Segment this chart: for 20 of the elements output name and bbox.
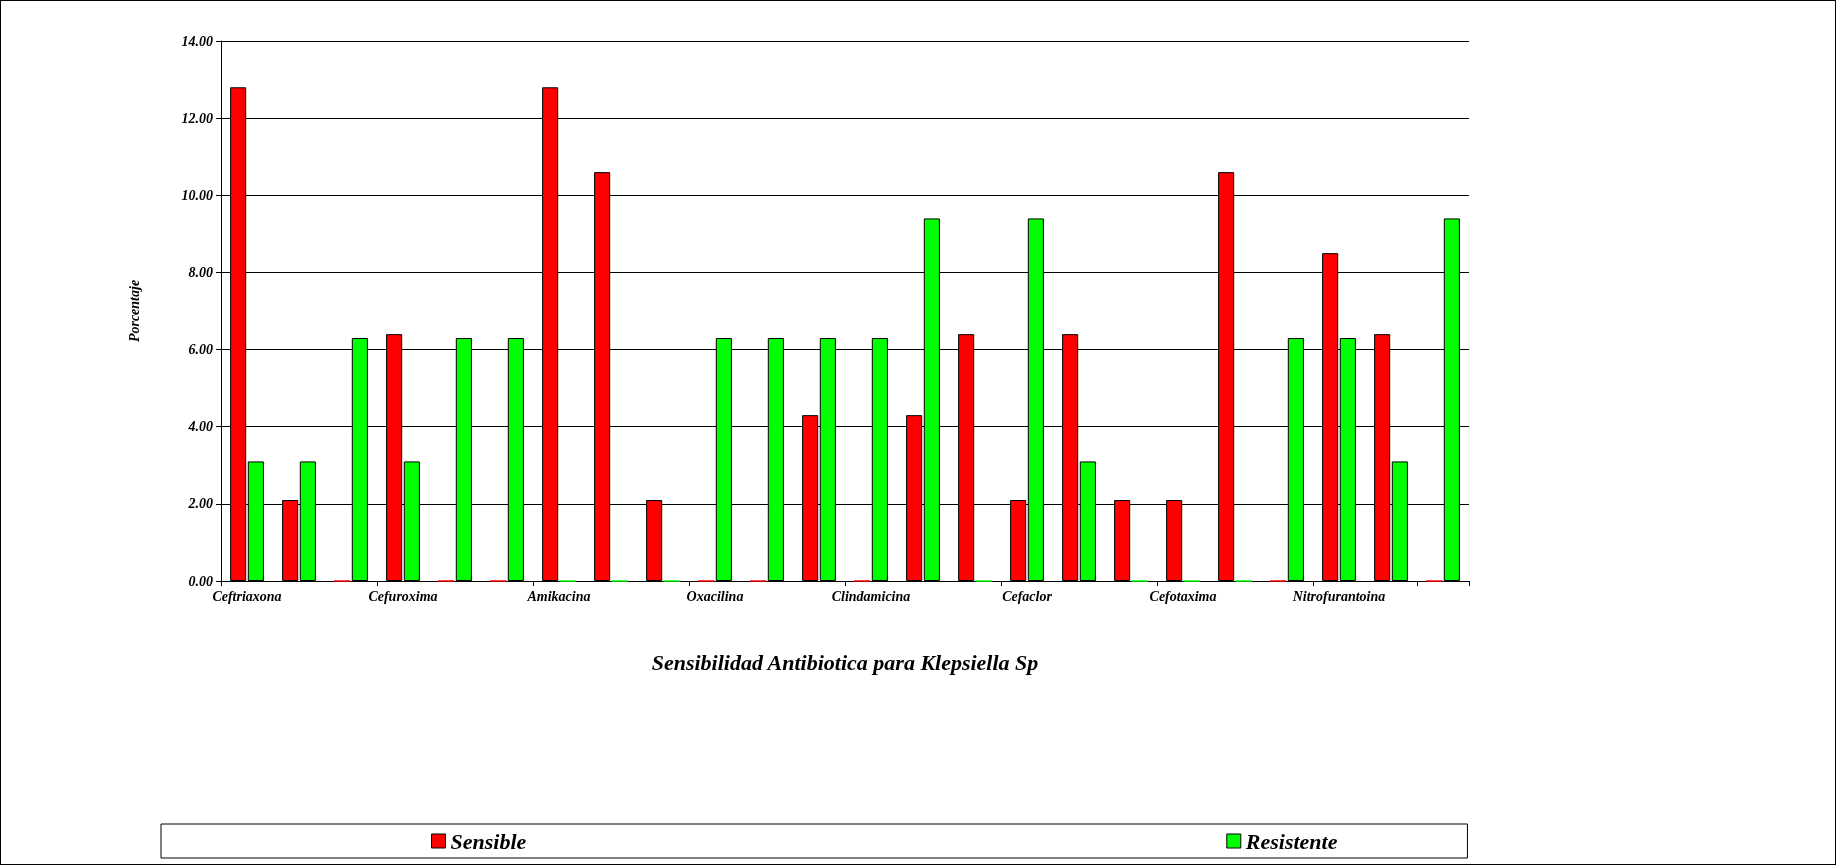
y-tick-label: 10.00 [181,187,213,203]
x-tick-label: Nitrofurantoina [1291,588,1386,604]
x-tick-label: Amikacina [526,588,591,604]
x-axis-title: Sensibilidad Antibiotica para Klepsiella Sp [651,649,1039,675]
x-tick-label: Cefuroxima [368,588,438,604]
x-tick-label: Cefaclor [1002,588,1053,604]
x-tick-label: Cefotaxima [1149,588,1217,604]
y-tick-label: 12.00 [181,110,213,126]
y-tick-label: 4.00 [187,419,213,435]
y-tick-label: 6.00 [188,342,213,358]
x-tick-label: Clindamicina [831,588,911,604]
x-tick-label: Oxacilina [686,588,744,604]
legend-label: Sensible [450,828,527,854]
y-tick-label: 8.00 [188,264,213,280]
y-tick-label: 14.00 [181,33,213,49]
y-axis-title: Porcentaje [126,279,142,343]
y-tick-label: 0.00 [188,573,213,589]
x-tick-label: Ceftriaxona [212,588,282,604]
y-tick-label: 2.00 [187,496,213,512]
legend-label: Resistente [1244,828,1338,854]
